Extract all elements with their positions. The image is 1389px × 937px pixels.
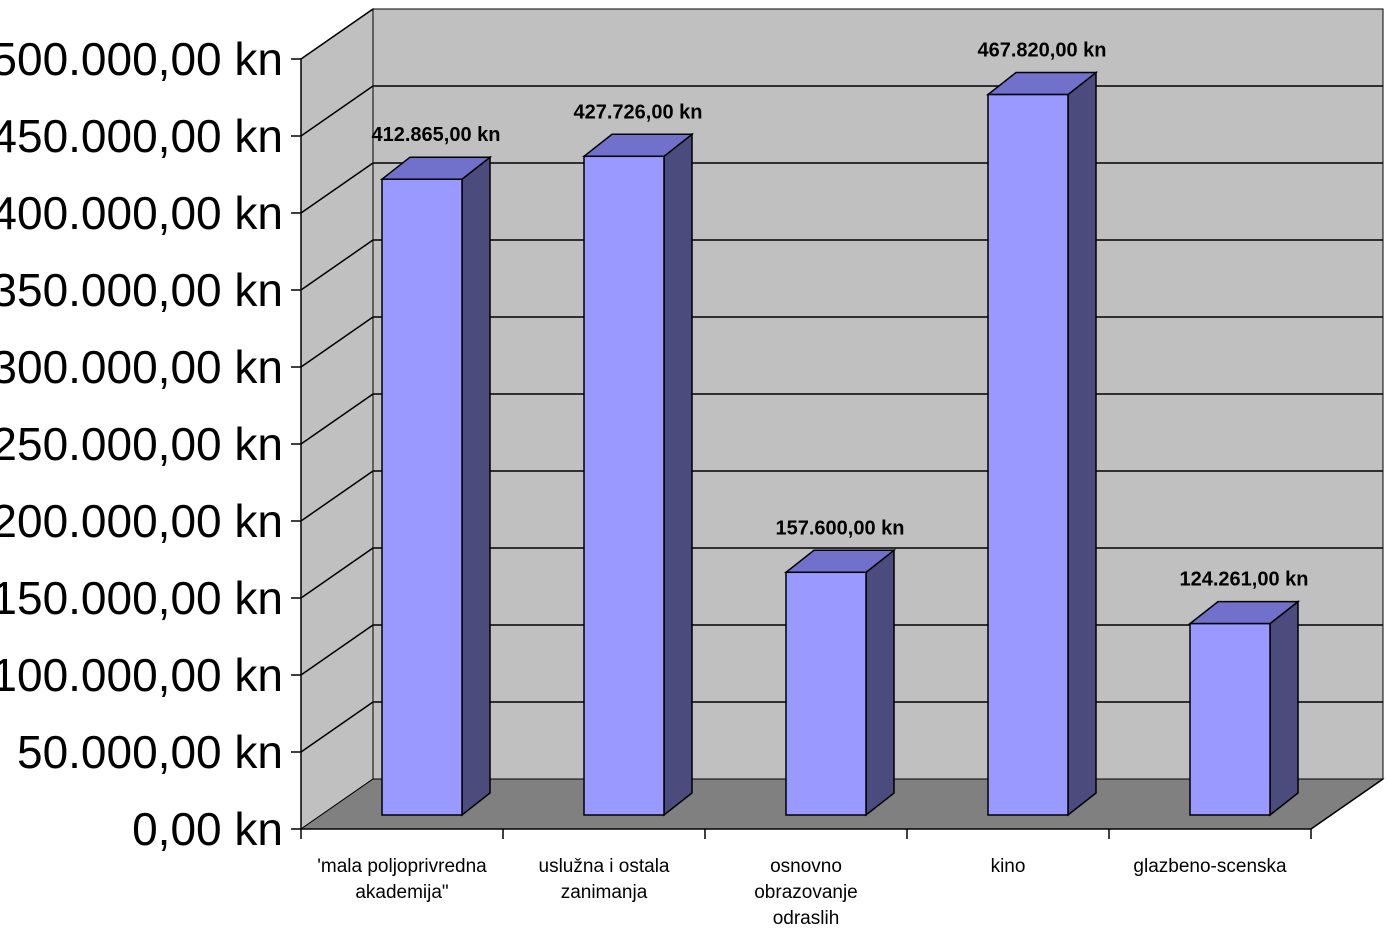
x-category-label: glazbeno-scenska	[1133, 856, 1287, 877]
y-tick-label: 450.000,00 kn	[0, 110, 283, 162]
bar-1	[581, 132, 695, 817]
x-category-label-line: kino	[991, 856, 1026, 877]
gridline-side-7	[300, 239, 374, 291]
bar-side-2	[865, 548, 895, 817]
x-category-label-line: obrazovanje	[754, 882, 858, 903]
y-tick-label: 200.000,00 kn	[0, 495, 283, 547]
data-label: 412.865,00 kn	[372, 124, 501, 146]
data-label: 124.261,00 kn	[1180, 569, 1309, 591]
gridline-side-3	[300, 547, 374, 599]
data-label: 427.726,00 kn	[574, 101, 703, 123]
x-axis-category-labels: 'mala poljoprivredna akademija" uslužna i …	[317, 856, 1287, 929]
data-label: 467.820,00 kn	[978, 40, 1107, 62]
bar-front-3	[987, 93, 1069, 816]
x-category-label: kino	[991, 856, 1026, 877]
x-category-label-line: akademija"	[355, 882, 448, 903]
bar-front-2	[785, 571, 867, 816]
gridline-side-4	[300, 470, 374, 522]
x-category-label-line: uslužna i ostala	[539, 856, 670, 877]
bar-0	[379, 155, 493, 817]
bar-side-3	[1067, 71, 1097, 817]
y-tick-label: 300.000,00 kn	[0, 341, 283, 393]
gridline-side-5	[300, 393, 374, 445]
floor-right-edge	[1310, 778, 1384, 830]
bar-front-0	[381, 178, 463, 816]
x-category-label: osnovno obrazovanje odraslih	[754, 856, 858, 929]
bar-side-4	[1269, 600, 1299, 817]
gridline-side-6	[300, 316, 374, 368]
y-tick-label: 50.000,00 kn	[17, 726, 283, 778]
x-category-label-line: zanimanja	[561, 882, 648, 903]
y-tick-label: 100.000,00 kn	[0, 649, 283, 701]
bar-4	[1187, 600, 1301, 817]
y-axis-tick-labels: 0,00 kn 50.000,00 kn 100.000,00 kn 150.000,…	[0, 33, 283, 855]
y-tick-label: 350.000,00 kn	[0, 264, 283, 316]
x-category-label-line: osnovno	[770, 856, 842, 877]
bar-side-0	[461, 155, 491, 817]
x-category-label-line: glazbeno-scenska	[1133, 856, 1287, 877]
gridlines	[300, 8, 1383, 753]
x-category-label: 'mala poljoprivredna akademija"	[317, 856, 487, 903]
gridline-side-9	[300, 85, 374, 137]
gridline-side-1	[300, 701, 374, 753]
y-tick-label: 0,00 kn	[132, 803, 283, 855]
bar-front-4	[1189, 622, 1271, 816]
y-tick-label: 400.000,00 kn	[0, 187, 283, 239]
x-category-label-line: 'mala poljoprivredna	[317, 856, 487, 877]
data-label: 157.600,00 kn	[776, 517, 905, 539]
y-tick-label: 250.000,00 kn	[0, 418, 283, 470]
gridline-side-10	[300, 8, 374, 60]
bar-front-1	[583, 155, 665, 816]
x-category-label: uslužna i ostala zanimanja	[539, 856, 670, 903]
y-tick-label: 150.000,00 kn	[0, 572, 283, 624]
x-category-label-line: odraslih	[773, 908, 840, 929]
gridline-side-8	[300, 162, 374, 214]
bar-3	[985, 71, 1099, 817]
axes	[291, 58, 1384, 839]
data-labels: 412.865,00 kn 427.726,00 kn 157.600,00 kn 4…	[372, 40, 1309, 591]
y-tick-label: 500.000,00 kn	[0, 33, 283, 85]
bar-side-1	[663, 132, 693, 817]
bars	[379, 71, 1301, 817]
gridline-side-2	[300, 624, 374, 676]
bar-2	[783, 548, 897, 817]
